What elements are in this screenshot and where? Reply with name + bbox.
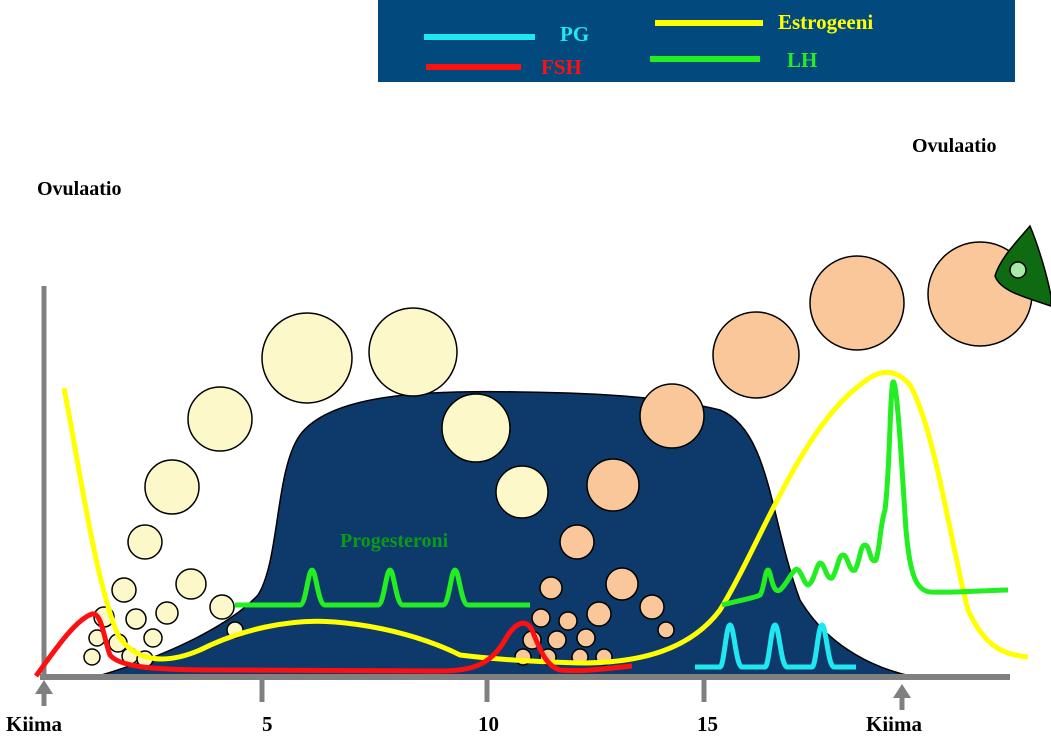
follicle	[639, 594, 665, 620]
follicle	[605, 567, 639, 601]
legend-estrogen-label: Estrogeeni	[778, 10, 874, 34]
follicle	[495, 465, 549, 519]
follicle	[712, 311, 800, 399]
follicle	[209, 594, 235, 620]
follicle	[559, 524, 595, 560]
follicle	[111, 577, 137, 603]
follicle	[657, 621, 675, 639]
follicle	[547, 630, 567, 650]
follicle	[144, 459, 200, 515]
lh-curve-luteal	[235, 567, 530, 608]
follicle	[143, 628, 163, 648]
kiima-arrow-right-icon	[893, 684, 911, 698]
kiima-arrow-left-icon	[35, 680, 53, 694]
follicle	[441, 393, 511, 463]
follicle	[368, 307, 458, 397]
oocyte-icon	[1009, 261, 1027, 279]
follicle	[187, 386, 253, 452]
follicle	[558, 611, 578, 631]
legend-fsh-label: FSH	[541, 55, 582, 79]
ovulation-label-right: Ovulaatio	[912, 135, 997, 157]
follicle	[586, 458, 640, 512]
x-tick-label-kiima-start: Kiima	[6, 712, 62, 736]
estrogen-curve	[61, 369, 1029, 666]
lh-curve-follicular	[721, 379, 1009, 608]
follicle	[639, 383, 705, 449]
follicle	[155, 601, 179, 625]
follicle	[809, 255, 905, 351]
x-tick-label-kiima-end: Kiima	[866, 712, 922, 736]
x-tick-label-10: 10	[478, 712, 499, 736]
x-tick-label-15: 15	[697, 712, 718, 736]
follicle	[586, 601, 612, 627]
follicle	[125, 608, 147, 630]
legend-pg-label: PG	[560, 22, 590, 46]
ovulation-label-left: Ovulaatio	[37, 178, 122, 200]
follicle	[539, 576, 563, 600]
follicle	[83, 648, 101, 666]
follicle	[175, 568, 207, 600]
follicles-first-wave	[83, 307, 549, 668]
follicle	[531, 608, 551, 628]
follicle	[127, 524, 163, 560]
follicle	[261, 312, 353, 404]
x-tick-label-5: 5	[262, 712, 273, 736]
legend-lh-label: LH	[787, 48, 818, 72]
fsh-curve	[33, 611, 633, 678]
pg-curve	[695, 622, 856, 670]
follicle	[576, 628, 596, 648]
progesterone-label: Progesteroni	[340, 530, 449, 552]
